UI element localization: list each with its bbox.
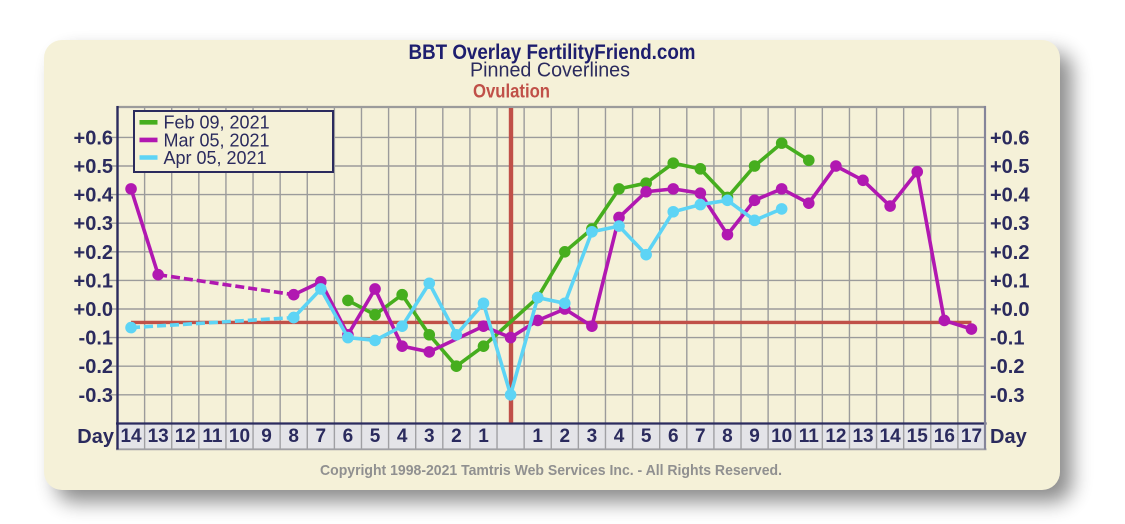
- svg-text:Day: Day: [990, 426, 1028, 448]
- svg-text:9: 9: [261, 426, 272, 447]
- svg-text:-0.3: -0.3: [990, 385, 1024, 407]
- svg-text:+0.4: +0.4: [74, 185, 114, 207]
- svg-text:7: 7: [316, 426, 327, 447]
- svg-text:5: 5: [370, 426, 381, 447]
- svg-text:-0.1: -0.1: [79, 328, 113, 350]
- svg-text:Copyright 1998-2021 Tamtris We: Copyright 1998-2021 Tamtris Web Services…: [320, 462, 782, 479]
- svg-text:+0.5: +0.5: [74, 156, 113, 178]
- svg-text:+0.1: +0.1: [74, 270, 113, 292]
- svg-text:1: 1: [478, 426, 489, 447]
- svg-text:+0.6: +0.6: [990, 127, 1029, 149]
- svg-text:8: 8: [722, 426, 733, 447]
- svg-text:17: 17: [961, 426, 982, 447]
- svg-text:-0.2: -0.2: [990, 356, 1024, 378]
- svg-text:1: 1: [532, 426, 543, 447]
- svg-text:14: 14: [120, 426, 142, 447]
- svg-text:11: 11: [799, 426, 820, 447]
- svg-text:2: 2: [560, 426, 571, 447]
- svg-text:8: 8: [288, 426, 299, 447]
- svg-text:+0.6: +0.6: [74, 127, 113, 149]
- svg-text:10: 10: [771, 426, 792, 447]
- svg-text:6: 6: [343, 426, 354, 447]
- svg-text:12: 12: [175, 426, 196, 447]
- svg-text:+0.1: +0.1: [990, 270, 1029, 292]
- svg-text:7: 7: [695, 426, 706, 447]
- svg-text:Ovulation: Ovulation: [473, 82, 550, 103]
- svg-text:+0.2: +0.2: [74, 242, 113, 264]
- svg-text:Apr 05, 2021: Apr 05, 2021: [164, 148, 267, 168]
- svg-text:+0.0: +0.0: [990, 299, 1029, 321]
- svg-text:-0.2: -0.2: [79, 356, 113, 378]
- svg-text:12: 12: [825, 426, 846, 447]
- svg-text:13: 13: [148, 426, 169, 447]
- svg-text:16: 16: [934, 426, 955, 447]
- svg-text:3: 3: [587, 426, 598, 447]
- svg-text:13: 13: [852, 426, 873, 447]
- svg-text:Feb 09, 2021: Feb 09, 2021: [164, 113, 270, 133]
- svg-text:4: 4: [397, 426, 408, 447]
- svg-text:Mar 05, 2021: Mar 05, 2021: [164, 130, 270, 150]
- svg-text:5: 5: [641, 426, 652, 447]
- svg-text:Day: Day: [77, 426, 115, 448]
- svg-text:+0.0: +0.0: [74, 299, 113, 321]
- svg-text:-0.1: -0.1: [990, 328, 1024, 350]
- svg-text:10: 10: [229, 426, 250, 447]
- svg-text:4: 4: [614, 426, 625, 447]
- svg-text:+0.3: +0.3: [74, 213, 113, 235]
- svg-text:6: 6: [668, 426, 679, 447]
- svg-text:15: 15: [907, 426, 929, 447]
- svg-text:9: 9: [749, 426, 760, 447]
- svg-text:+0.3: +0.3: [990, 213, 1029, 235]
- svg-text:-0.3: -0.3: [79, 385, 113, 407]
- svg-text:11: 11: [202, 426, 223, 447]
- svg-text:3: 3: [424, 426, 435, 447]
- svg-text:+0.4: +0.4: [990, 185, 1030, 207]
- svg-text:2: 2: [451, 426, 462, 447]
- svg-text:14: 14: [880, 426, 902, 447]
- svg-text:Pinned Coverlines: Pinned Coverlines: [470, 60, 630, 82]
- svg-text:+0.5: +0.5: [990, 156, 1029, 178]
- svg-text:BBT Overlay FertilityFriend.co: BBT Overlay FertilityFriend.com: [409, 41, 696, 64]
- svg-text:+0.2: +0.2: [990, 242, 1029, 264]
